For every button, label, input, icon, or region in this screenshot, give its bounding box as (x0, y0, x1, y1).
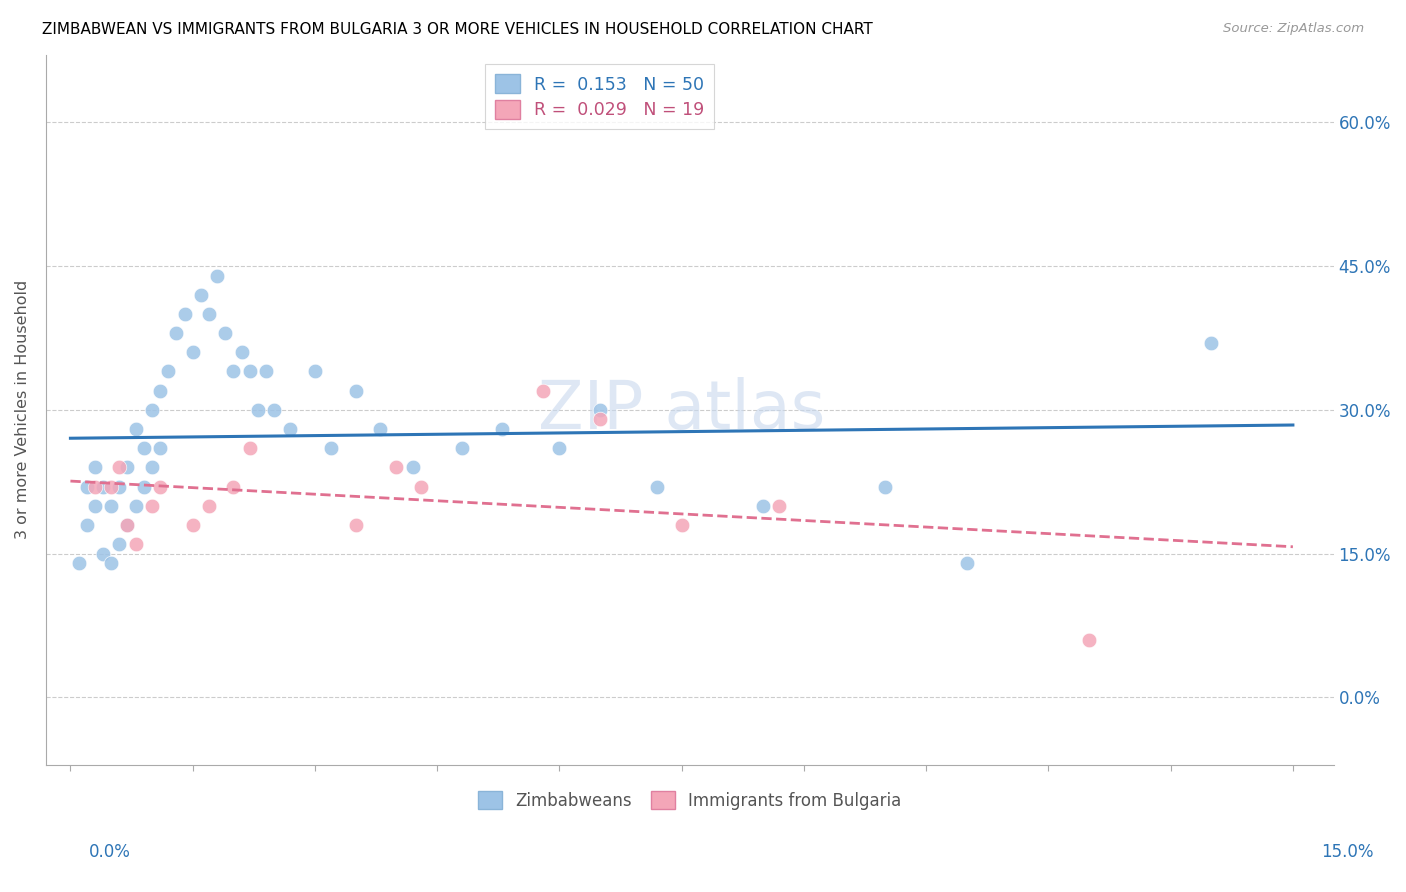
Point (548, 441, 571, 455)
Text: ZIP atlas: ZIP atlas (538, 376, 825, 442)
Point (875, 479, 897, 493)
Point (198, 307, 221, 321)
Point (222, 364, 245, 378)
Point (1078, 632, 1101, 647)
Point (254, 364, 277, 378)
Point (91, 547, 114, 561)
Point (450, 441, 472, 455)
Point (409, 479, 432, 493)
Text: 0.0%: 0.0% (89, 843, 131, 861)
Point (205, 268, 228, 283)
Point (222, 479, 245, 493)
Point (173, 307, 195, 321)
Point (671, 517, 693, 532)
Point (589, 412, 612, 426)
Point (132, 479, 155, 493)
Point (181, 517, 204, 532)
Text: 15.0%: 15.0% (1320, 843, 1374, 861)
Point (100, 499, 122, 513)
Point (117, 517, 139, 532)
Point (76, 517, 98, 532)
Point (141, 499, 163, 513)
Point (752, 499, 775, 513)
Point (100, 479, 122, 493)
Y-axis label: 3 or more Vehicles in Household: 3 or more Vehicles in Household (15, 280, 30, 540)
Point (239, 364, 262, 378)
Point (157, 364, 180, 378)
Point (344, 384, 367, 398)
Point (198, 499, 221, 513)
Point (368, 422, 391, 436)
Point (645, 479, 668, 493)
Point (141, 402, 163, 417)
Point (956, 556, 979, 570)
Point (246, 402, 269, 417)
Point (67, 556, 90, 570)
Point (181, 345, 204, 359)
Point (83, 460, 105, 475)
Point (385, 460, 408, 475)
Point (76, 479, 98, 493)
Point (280, 422, 302, 436)
Point (304, 364, 326, 378)
Point (117, 460, 139, 475)
Point (124, 537, 146, 551)
Point (344, 517, 367, 532)
Point (321, 441, 343, 455)
Point (190, 287, 212, 301)
Text: Source: ZipAtlas.com: Source: ZipAtlas.com (1223, 22, 1364, 36)
Point (124, 422, 146, 436)
Point (402, 460, 425, 475)
Point (83, 499, 105, 513)
Text: ZIMBABWEAN VS IMMIGRANTS FROM BULGARIA 3 OR MORE VEHICLES IN HOUSEHOLD CORRELATI: ZIMBABWEAN VS IMMIGRANTS FROM BULGARIA 3… (42, 22, 873, 37)
Point (1201, 335, 1223, 350)
Point (149, 441, 172, 455)
Point (83, 479, 105, 493)
Point (141, 460, 163, 475)
Point (531, 384, 554, 398)
Point (165, 326, 187, 340)
Point (108, 479, 131, 493)
Point (132, 441, 155, 455)
Point (263, 402, 285, 417)
Point (589, 402, 612, 417)
Point (768, 499, 790, 513)
Point (91, 479, 114, 493)
Point (214, 326, 236, 340)
Point (124, 499, 146, 513)
Point (108, 460, 131, 475)
Point (149, 384, 172, 398)
Point (108, 537, 131, 551)
Point (117, 517, 139, 532)
Point (100, 556, 122, 570)
Point (231, 345, 253, 359)
Legend: Zimbabweans, Immigrants from Bulgaria: Zimbabweans, Immigrants from Bulgaria (471, 784, 908, 816)
Point (239, 441, 262, 455)
Point (149, 479, 172, 493)
Point (491, 422, 513, 436)
